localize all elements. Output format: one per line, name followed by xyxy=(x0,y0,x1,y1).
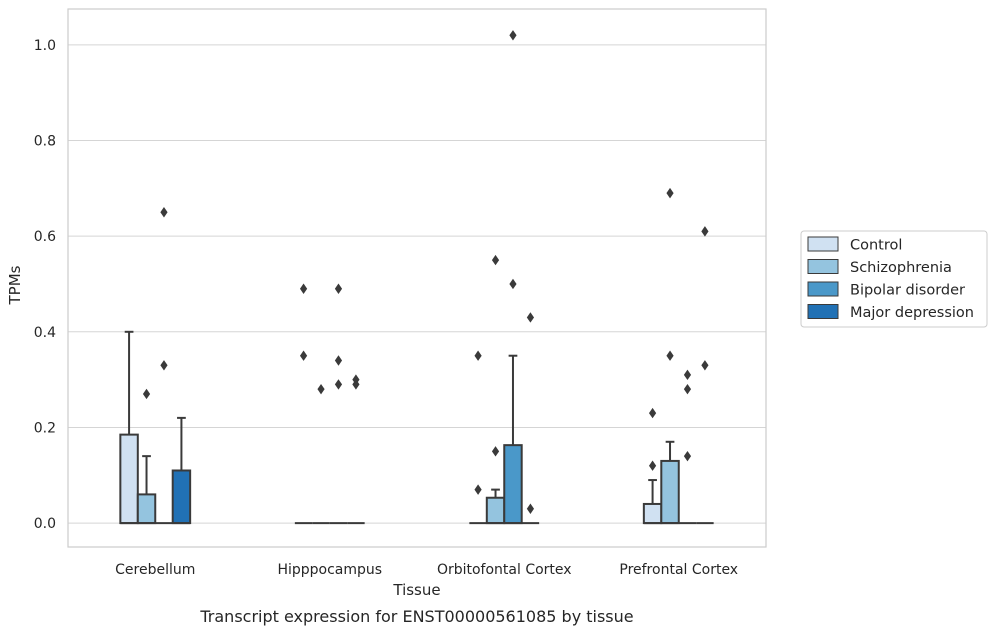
outlier-point xyxy=(352,374,360,385)
outlier-point xyxy=(666,187,674,199)
legend-label: Control xyxy=(850,238,902,254)
plot-frame xyxy=(67,8,767,548)
y-tick-label: 0.0 xyxy=(34,516,56,532)
outlier-point xyxy=(142,388,151,400)
legend-label: Major depression xyxy=(850,305,974,321)
outlier-point xyxy=(334,283,343,294)
legend-label: Bipolar disorder xyxy=(850,283,965,299)
box-body xyxy=(642,502,663,525)
box-group xyxy=(171,416,192,525)
outlier-point xyxy=(526,503,535,514)
y-tick-label: 0.6 xyxy=(34,229,56,245)
y-tick-label: 0.2 xyxy=(34,420,56,436)
x-tick-labels: Cerebellum Hipppocampus Orbitofontal Corte… xyxy=(115,562,738,578)
gridlines xyxy=(68,44,766,524)
legend-swatch xyxy=(807,281,839,297)
box-group xyxy=(503,354,523,525)
x-axis-title: Tissue xyxy=(392,581,440,599)
outlier-point xyxy=(648,460,657,471)
outlier-point xyxy=(474,484,482,495)
chart-caption: Transcript expression for ENST0000056108… xyxy=(199,607,633,626)
y-tick-labels: 0.0 0.2 0.4 0.6 0.8 1.0 xyxy=(34,38,56,532)
y-axis-title: TPMs xyxy=(6,265,24,305)
outlier-point xyxy=(509,278,517,290)
outlier-point xyxy=(683,369,692,381)
box-body xyxy=(503,444,523,525)
x-tick-label: Hipppocampus xyxy=(277,562,382,578)
legend-swatch xyxy=(807,259,839,274)
outlier-point xyxy=(683,450,692,462)
box-group xyxy=(136,455,157,525)
box-body xyxy=(660,459,680,525)
outlier-point xyxy=(683,383,692,395)
box-body xyxy=(136,493,157,525)
outlier-points xyxy=(142,30,709,514)
y-tick-label: 0.4 xyxy=(34,325,56,341)
outlier-point xyxy=(491,446,500,457)
outlier-point xyxy=(160,207,168,218)
outlier-point xyxy=(160,360,168,371)
outlier-point xyxy=(334,379,343,390)
legend: Control Schizophrenia Bipolar disorder Majo… xyxy=(800,230,988,328)
outlier-point xyxy=(509,30,517,41)
outlier-point xyxy=(526,312,535,323)
box-group xyxy=(485,488,506,525)
outlier-point xyxy=(701,226,709,237)
outlier-point xyxy=(666,350,674,361)
box-body xyxy=(485,496,506,525)
outlier-point xyxy=(474,350,482,361)
box-group xyxy=(660,440,680,525)
box-group xyxy=(642,479,663,525)
x-tick-label: Prefrontal Cortex xyxy=(619,562,738,578)
x-tick-label: Cerebellum xyxy=(115,562,195,578)
boxes xyxy=(119,330,714,525)
outlier-point xyxy=(701,360,709,371)
legend-label: Schizophrenia xyxy=(850,260,952,276)
legend-swatch xyxy=(807,236,839,252)
outlier-point xyxy=(648,407,657,419)
box-body xyxy=(171,469,192,525)
outlier-point xyxy=(334,355,343,366)
y-tick-label: 1.0 xyxy=(34,38,56,54)
outlier-point xyxy=(317,383,325,395)
box-group xyxy=(119,330,139,525)
outlier-point xyxy=(491,254,500,266)
outlier-point xyxy=(299,283,308,294)
legend-swatch xyxy=(807,304,839,319)
outlier-point xyxy=(299,350,308,361)
y-tick-label: 0.8 xyxy=(34,134,56,150)
box-body xyxy=(119,433,139,525)
legend-frame xyxy=(800,230,988,328)
x-tick-label: Orbitofontal Cortex xyxy=(437,562,572,578)
